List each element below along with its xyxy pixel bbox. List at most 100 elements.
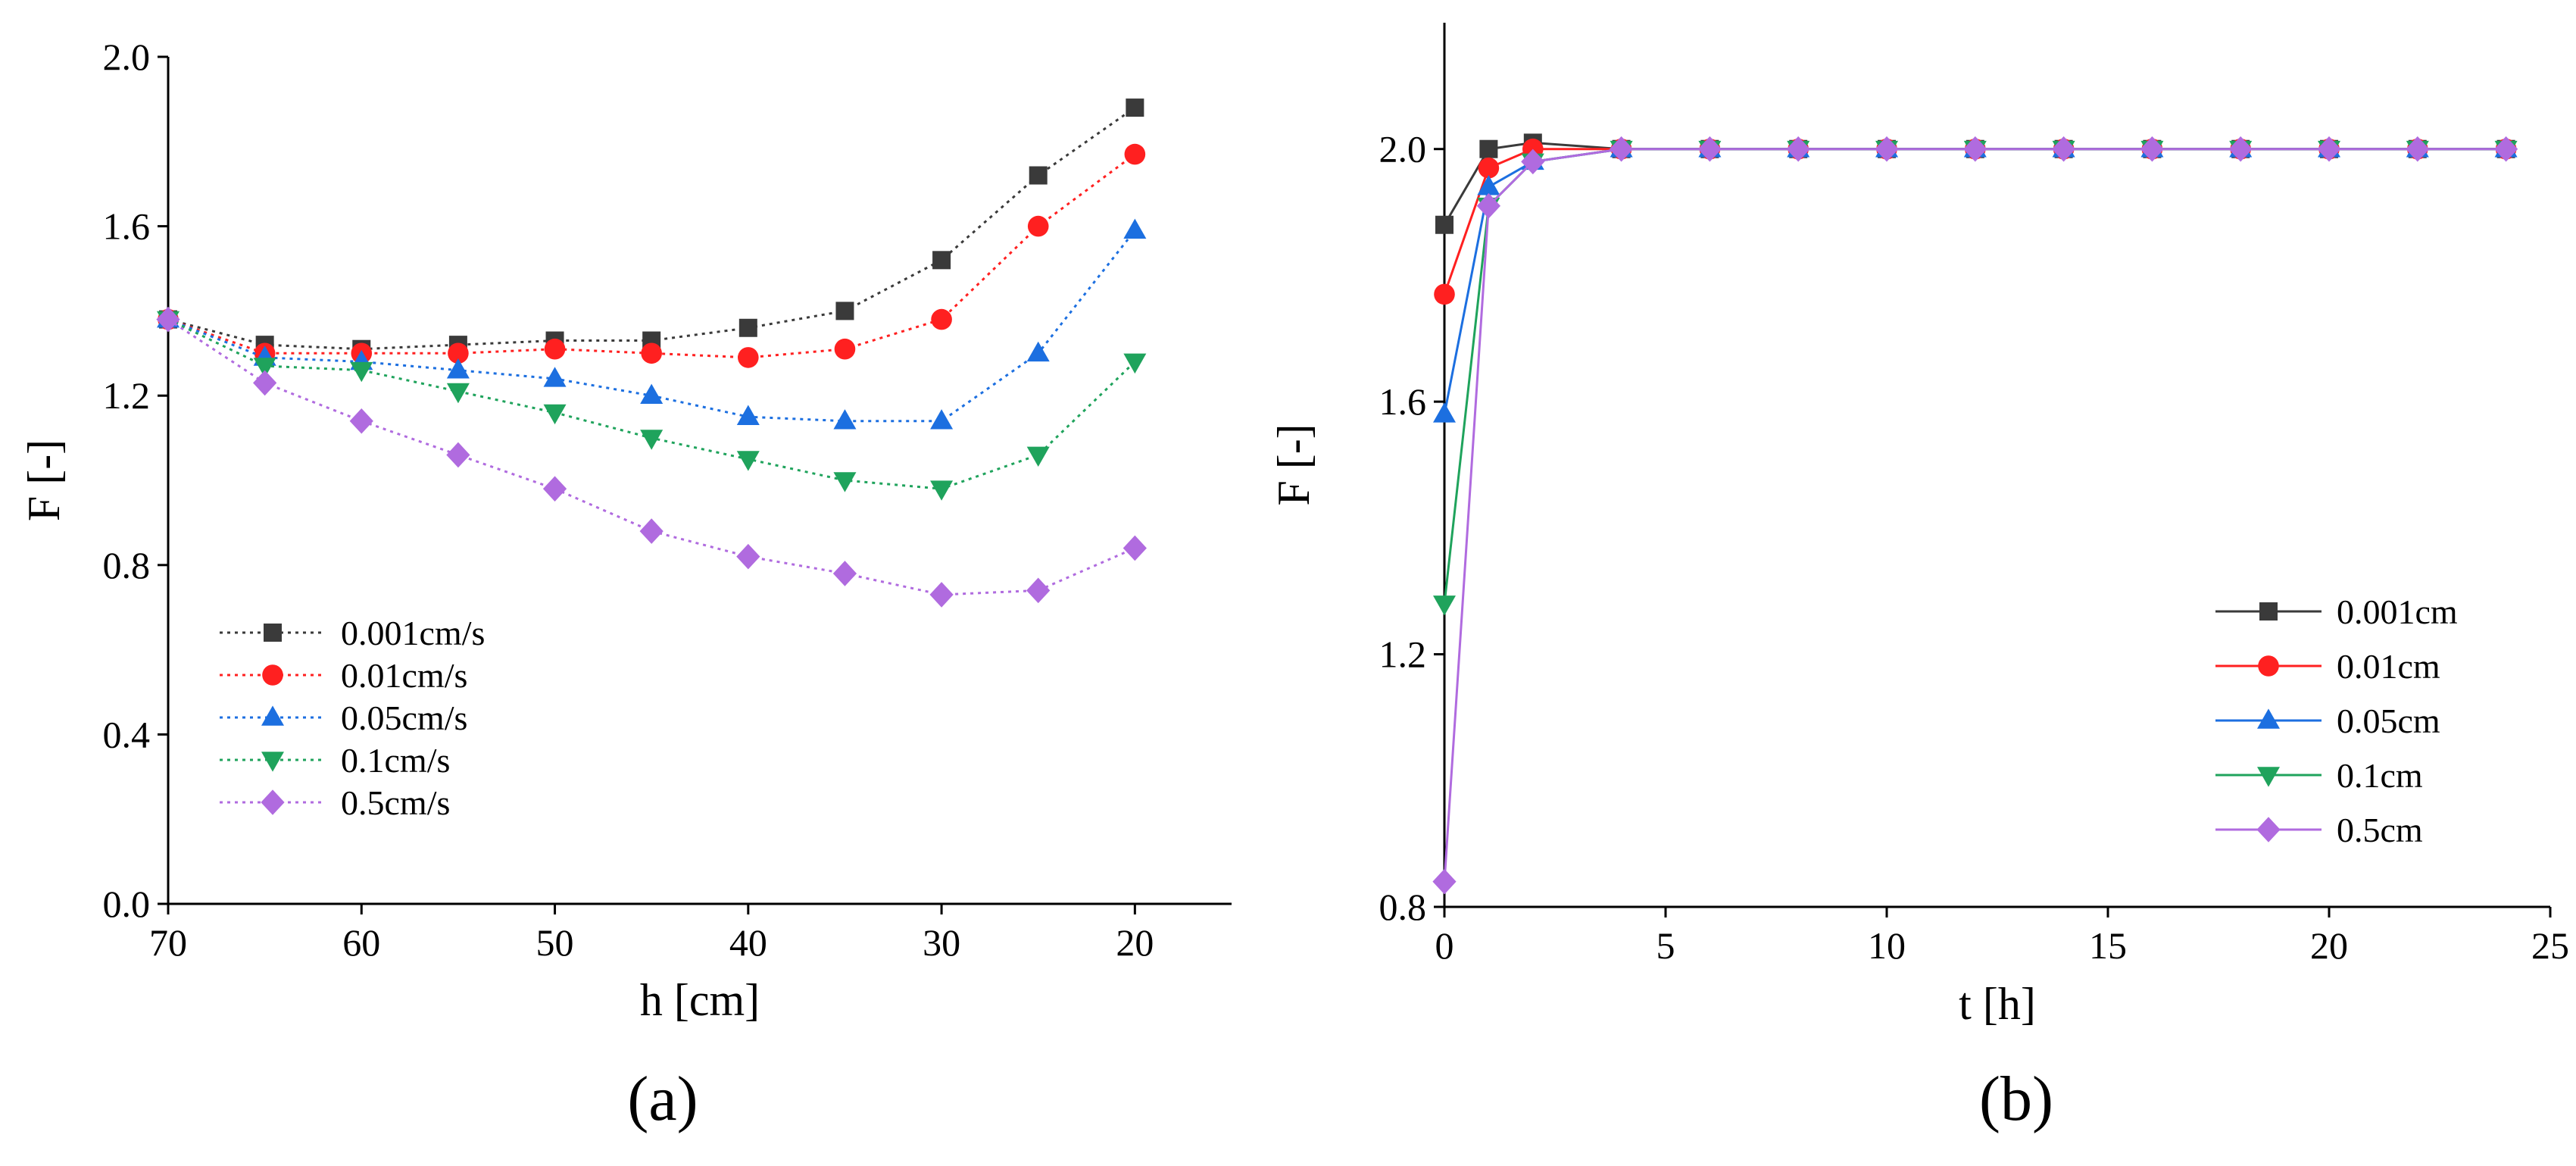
panel-a-y-tick-label: 1.6 [103,205,151,248]
panel-b-data-point [2494,136,2518,162]
panel-a-data-point [833,409,857,430]
panel-b-data-point [1432,868,1457,895]
panel-a-legend-marker [262,664,283,686]
panel-a-data-point [1026,446,1050,467]
panel-a-x-tick-label: 50 [536,921,574,964]
panel-a-legend-label: 0.1cm/s [341,741,450,780]
panel-a-legend-marker [261,705,284,726]
panel-a-data-point [543,404,567,425]
panel-a-legend-marker [261,789,285,815]
panel-a-x-tick-label: 30 [923,921,960,964]
panel-b-data-point [1875,136,1899,162]
panel-b-y-tick-label: 0.8 [1379,886,1427,928]
panel-a-data-point [736,543,760,570]
panel-b-series-line [1443,148,2506,605]
panel-b-legend-label: 0.001cm [2337,592,2458,631]
panel-a-data-point [1123,218,1147,239]
panel-b-legend: 0.001cm 0.01cm 0.05cm 0.1cm 0.5cm [2215,592,2458,849]
panel-a-legend-label: 0.001cm/s [341,614,485,652]
panel-a-data-point [253,370,277,396]
panel-a-data-point [1123,353,1147,374]
panel-a-data-point [1026,577,1051,604]
panel-a-data-point [930,409,954,430]
panel-a-data-point [1124,143,1146,165]
panel-b-legend-label: 0.1cm [2337,756,2423,795]
panel-a-data-point [641,342,662,364]
panel-b-legend-label: 0.5cm [2337,811,2423,849]
panel-b-data-point [1521,148,1545,175]
panel-a-data-point [253,358,276,378]
panel-a-data-point [156,306,180,333]
panel-a-data-point [542,476,567,502]
panel-b-data-point [2406,136,2430,162]
panel-a-data-point [349,408,373,434]
panel-a-data-point [350,361,373,383]
panel-a-series-line [167,106,1136,351]
panel-a-data-point [639,518,664,544]
panel-b-data-point [1610,136,1634,162]
panel-a-data-point [1027,215,1049,237]
panel-b-y-tick-label: 1.2 [1379,633,1427,676]
panel-a-data-point [543,367,567,387]
panel-b-legend-marker [2257,767,2280,787]
panel-a-x-axis-title: h [cm] [640,975,760,1025]
panel-a-data-point [1123,535,1147,561]
panel-b-label: (b) [1979,1064,2053,1134]
panel-b-data-point [1786,136,1810,162]
panel-a-data-point [930,480,954,501]
panel-b-legend-marker [2258,655,2279,677]
panel-b-legend-marker [2259,602,2278,621]
panel-a-data-point [446,383,470,404]
panel-a-y-tick-label: 0.8 [103,544,151,586]
panel-a-data-point [1026,341,1050,362]
panel-a-y-tick-label: 0.4 [103,713,151,755]
panel-a-data-point [738,347,759,368]
panel-b-data-point [1479,139,1498,158]
panel-b-x-tick-label: 20 [2310,924,2348,967]
panel-b-x-axis-title: t [h] [1959,979,2036,1029]
panel-b-x-tick-label: 25 [2531,924,2569,967]
panel-a-data-point [738,318,757,337]
panel-a-data-point [832,561,857,586]
panel-a-data-point [446,442,470,468]
panel-a-legend: 0.001cm/s 0.01cm/s 0.05cm/s 0.1cm/s0.5cm/s [220,614,485,822]
panel-b-data-point [1434,283,1455,305]
panel-a-x-tick-label: 40 [729,921,767,964]
panel-b-data-point [1433,596,1456,616]
panel-a-chart: 70 60 50 40 30 20 0.0 0.4 0.8 1.2 1.6 2.0 h [cm] F [-… [19,36,1232,1025]
panel-a-data-point [834,338,856,360]
panel-a-data-point [640,383,664,404]
panel-b-legend-marker [2256,817,2281,842]
panel-b-series-line [1443,148,2506,415]
panel-b-x-tick-label: 15 [2089,924,2127,967]
panel-a-data-point [833,472,857,492]
panel-a-x-tick-label: 70 [149,921,187,964]
panel-a-data-point [1126,98,1144,117]
panel-a-data-point [929,582,954,608]
panel-a-x-tick-label: 20 [1116,921,1154,964]
panel-b-data-point [1478,157,1500,179]
panel-a-data-point [931,308,952,330]
panel-b-series-line [1443,148,2506,295]
panel-a-legend-label: 0.05cm/s [341,699,467,737]
panel-a-data-point [932,251,951,270]
panel-a-legend-marker [261,752,284,772]
panel-b-data-point [1477,175,1500,195]
panel-a-y-tick-label: 0.0 [103,883,151,925]
panel-a-legend-marker [264,624,282,642]
panel-a-data-point [736,451,760,471]
panel-a-legend-label: 0.01cm/s [341,656,467,695]
panel-a-data-point [1029,166,1048,185]
panel-b-data-point [1697,136,1722,162]
panel-b-legend-marker [2257,708,2280,729]
panel-a-data-point [736,405,760,425]
panel-b-x-tick-label: 10 [1868,924,1906,967]
panel-b-data-point [1476,192,1500,219]
panel-b-data-point [2317,136,2341,162]
panel-a-y-tick-label: 1.2 [103,374,151,417]
panel-b-legend-label: 0.01cm [2337,647,2440,686]
panel-a-data-point [448,342,469,364]
panel-b-data-point [2140,136,2164,162]
panel-a-data-point [640,430,664,450]
